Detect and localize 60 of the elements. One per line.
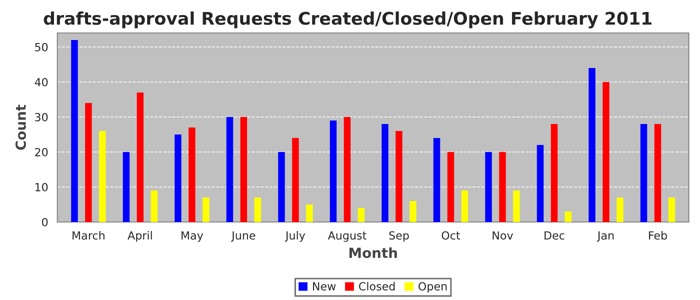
legend-label: Closed <box>359 282 395 291</box>
x-tick-label: July <box>284 231 306 242</box>
y-tick-label: 20 <box>35 148 48 156</box>
bar <box>550 124 558 222</box>
x-tick-label: March <box>72 231 104 240</box>
bar <box>485 152 492 222</box>
legend-label: New <box>313 282 336 291</box>
bar <box>278 152 285 222</box>
bar <box>513 190 520 222</box>
bar <box>396 131 402 222</box>
bar <box>240 117 248 222</box>
bar <box>499 152 506 222</box>
bar <box>536 145 544 222</box>
bar <box>71 40 78 222</box>
y-tick-label: 40 <box>34 78 48 86</box>
bar <box>410 201 416 222</box>
bar <box>358 208 365 222</box>
x-tick-label: Nov <box>492 231 513 240</box>
bar <box>136 92 144 222</box>
x-tick-label: Dec <box>544 231 564 240</box>
bar <box>330 120 337 222</box>
bar <box>382 124 388 222</box>
bar <box>344 117 351 222</box>
x-tick-label: Oct <box>442 231 460 240</box>
bar <box>254 198 262 222</box>
x-tick-label: Jan <box>596 231 614 242</box>
x-tick-label: April <box>128 231 152 242</box>
y-tick-label: 30 <box>35 112 48 122</box>
x-tick-label: May <box>182 231 204 242</box>
x-tick-label: Sep <box>389 231 409 242</box>
bar <box>668 198 676 222</box>
x-tick-label: June <box>231 231 256 242</box>
chart-title: drafts-approval Requests Created/Closed/Open February 2011 <box>44 11 652 28</box>
bar <box>588 68 596 222</box>
bar <box>226 117 234 222</box>
bar <box>292 138 299 222</box>
x-tick-label: August <box>328 231 366 242</box>
x-tick-label: Feb <box>649 231 667 240</box>
bar <box>188 128 196 222</box>
bar <box>564 212 572 222</box>
y-tick-label: 50 <box>35 42 48 52</box>
bar <box>616 198 624 222</box>
bar <box>85 103 92 222</box>
y-tick-label: 0 <box>42 218 48 226</box>
y-tick-label: 10 <box>35 182 48 192</box>
bar <box>150 190 158 222</box>
bar <box>654 124 662 222</box>
bar <box>202 198 210 222</box>
bar <box>447 152 454 222</box>
y-axis-title: Count <box>15 104 26 150</box>
bar <box>461 190 468 222</box>
bar <box>602 82 610 222</box>
bar <box>122 152 130 222</box>
x-axis-title: Month <box>349 247 397 258</box>
bar <box>306 204 313 222</box>
bar <box>433 138 440 222</box>
bar <box>99 131 106 222</box>
legend-label: Open <box>418 282 447 293</box>
bar <box>640 124 648 222</box>
bar <box>174 134 182 222</box>
